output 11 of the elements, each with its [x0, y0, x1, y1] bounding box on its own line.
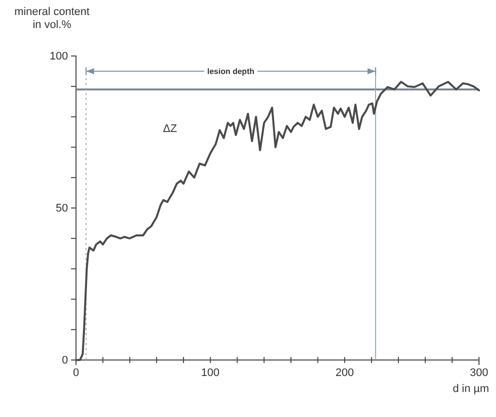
x-axis-title: d in µm: [452, 383, 489, 395]
y-tick-label: 50: [56, 202, 68, 215]
annotation: lesion depth: [207, 67, 254, 76]
x-tick-label: 100: [201, 366, 220, 379]
y-axis-title: mineral content in vol.%: [14, 6, 90, 31]
y-tick-label: 0: [62, 354, 68, 367]
y-tick-label: 100: [50, 50, 68, 63]
x-tick-label: 200: [335, 366, 354, 379]
x-tick-label: 300: [470, 366, 488, 379]
x-tick-label: 0: [72, 366, 80, 379]
annotation: ΔZ: [162, 123, 178, 135]
